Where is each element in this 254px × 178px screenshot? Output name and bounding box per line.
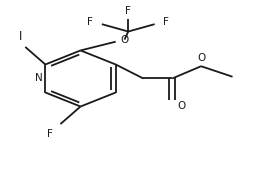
Text: F: F	[87, 17, 93, 27]
Text: F: F	[47, 129, 53, 139]
Text: O: O	[198, 53, 206, 63]
Text: I: I	[19, 30, 23, 43]
Text: N: N	[35, 74, 43, 83]
Text: F: F	[163, 17, 169, 27]
Text: O: O	[121, 35, 129, 44]
Text: O: O	[177, 101, 185, 111]
Text: F: F	[125, 6, 131, 16]
